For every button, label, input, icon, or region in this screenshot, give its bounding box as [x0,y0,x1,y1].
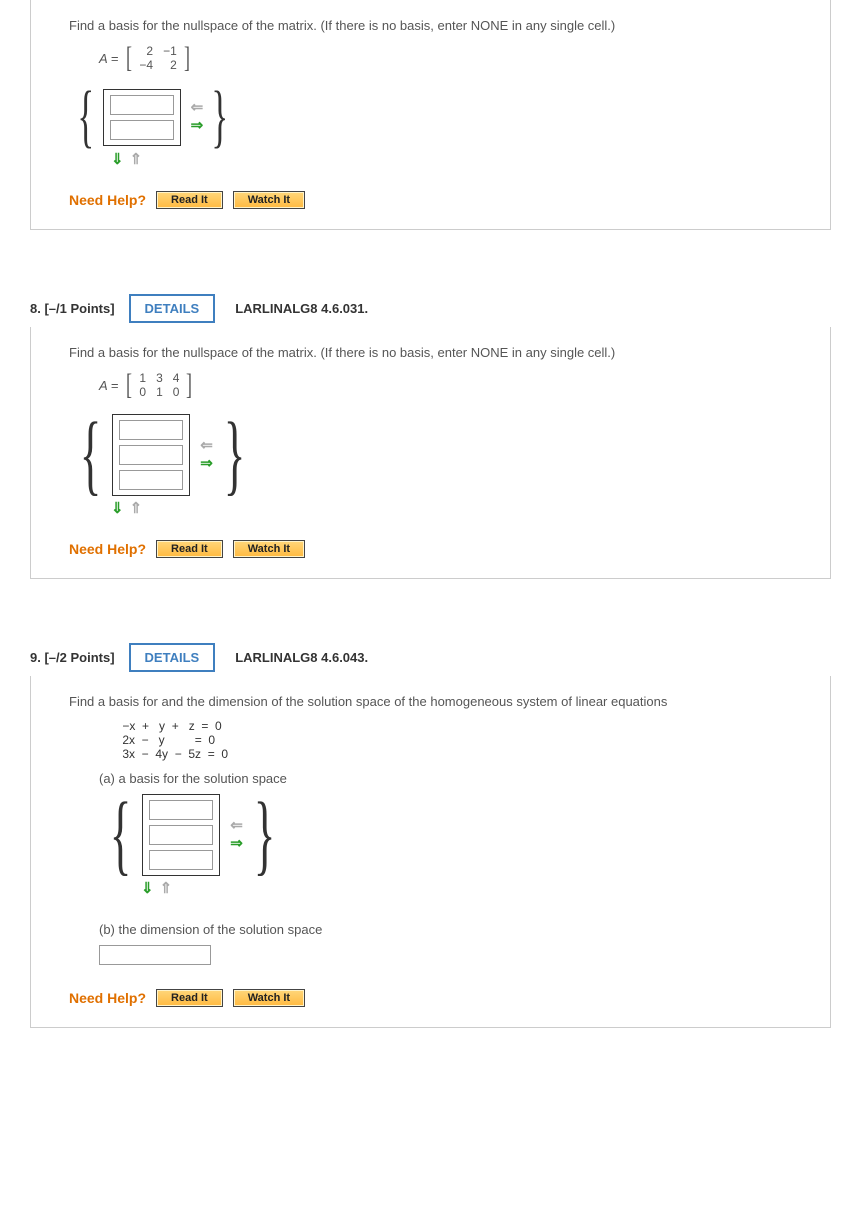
q7-matrix: A = [ 2−1 −42 ] [99,43,810,73]
details-button[interactable]: DETAILS [129,643,216,672]
q8-points: 8. [–/1 Points] [30,301,115,316]
arrow-down-icon[interactable]: ⇓ [111,153,124,167]
col-arrows: ⇐ ⇒ [230,819,243,851]
q9-cell-2[interactable] [149,825,213,845]
q8-cell-2[interactable] [119,445,183,465]
arrow-up-icon[interactable]: ⇑ [160,882,173,896]
q7-vector-inputs [103,89,181,146]
need-help-row: Need Help? Read It Watch It [69,191,810,209]
read-it-button[interactable]: Read It [156,989,223,1007]
need-help-label: Need Help? [69,192,146,208]
read-it-button[interactable]: Read It [156,191,223,209]
question-9-header: 9. [–/2 Points] DETAILS LARLINALG8 4.6.0… [30,639,831,676]
q7-basis-set: { ⇐ ⇒ } [69,87,810,147]
q9-ref: LARLINALG8 4.6.043. [235,650,368,665]
arrow-up-icon[interactable]: ⇑ [130,502,143,516]
q7-cell-1[interactable] [110,95,174,115]
arrow-left-icon[interactable]: ⇐ [200,439,213,453]
details-button[interactable]: DETAILS [129,294,216,323]
col-arrows: ⇐ ⇒ [191,101,204,133]
read-it-button[interactable]: Read It [156,540,223,558]
question-8-body: Find a basis for the nullspace of the ma… [30,327,831,579]
q9-vector-inputs [142,794,220,876]
q8-cell-3[interactable] [119,470,183,490]
arrow-right-icon[interactable]: ⇒ [200,457,213,471]
q8-cell-1[interactable] [119,420,183,440]
arrow-down-icon[interactable]: ⇓ [111,502,124,516]
q9-part-b-label: (b) the dimension of the solution space [99,922,810,937]
arrow-left-icon[interactable]: ⇐ [191,101,204,115]
q9-cell-1[interactable] [149,800,213,820]
q7-matrix-table: 2−1 −42 [134,44,181,72]
arrow-right-icon[interactable]: ⇒ [191,119,204,133]
need-help-row: Need Help? Read It Watch It [69,989,810,1007]
need-help-label: Need Help? [69,541,146,557]
arrow-up-icon[interactable]: ⇑ [130,153,143,167]
arrow-down-icon[interactable]: ⇓ [141,882,154,896]
matrix-lhs: A = [99,378,118,393]
q9-system: −x + y + z = 0 2x − y = 0 3x − 4y − 5z =… [119,719,810,761]
q9-part-a-label: (a) a basis for the solution space [99,771,810,786]
q8-matrix: A = [ 134 010 ] [99,370,810,400]
q8-matrix-table: 134 010 [134,371,184,399]
row-arrows: ⇓ ⇑ [141,882,810,896]
need-help-row: Need Help? Read It Watch It [69,540,810,558]
q9-cell-3[interactable] [149,850,213,870]
row-arrows: ⇓ ⇑ [111,153,810,167]
q7-cell-2[interactable] [110,120,174,140]
watch-it-button[interactable]: Watch It [233,989,305,1007]
question-8-header: 8. [–/1 Points] DETAILS LARLINALG8 4.6.0… [30,290,831,327]
q9-points: 9. [–/2 Points] [30,650,115,665]
question-7-body: Find a basis for the nullspace of the ma… [30,0,831,230]
q8-vector-inputs [112,414,190,496]
arrow-left-icon[interactable]: ⇐ [230,819,243,833]
q8-prompt: Find a basis for the nullspace of the ma… [69,345,810,360]
question-9-body: Find a basis for and the dimension of th… [30,676,831,1028]
watch-it-button[interactable]: Watch It [233,191,305,209]
q9-basis-set: { ⇐ ⇒ } [99,794,810,876]
arrow-right-icon[interactable]: ⇒ [230,837,243,851]
col-arrows: ⇐ ⇒ [200,439,213,471]
need-help-label: Need Help? [69,990,146,1006]
q7-prompt: Find a basis for the nullspace of the ma… [69,18,810,33]
q8-ref: LARLINALG8 4.6.031. [235,301,368,316]
matrix-lhs: A = [99,51,118,66]
row-arrows: ⇓ ⇑ [111,502,810,516]
q9-prompt: Find a basis for and the dimension of th… [69,694,810,709]
q9-dimension-input[interactable] [99,945,211,965]
watch-it-button[interactable]: Watch It [233,540,305,558]
q8-basis-set: { ⇐ ⇒ } [69,414,810,496]
